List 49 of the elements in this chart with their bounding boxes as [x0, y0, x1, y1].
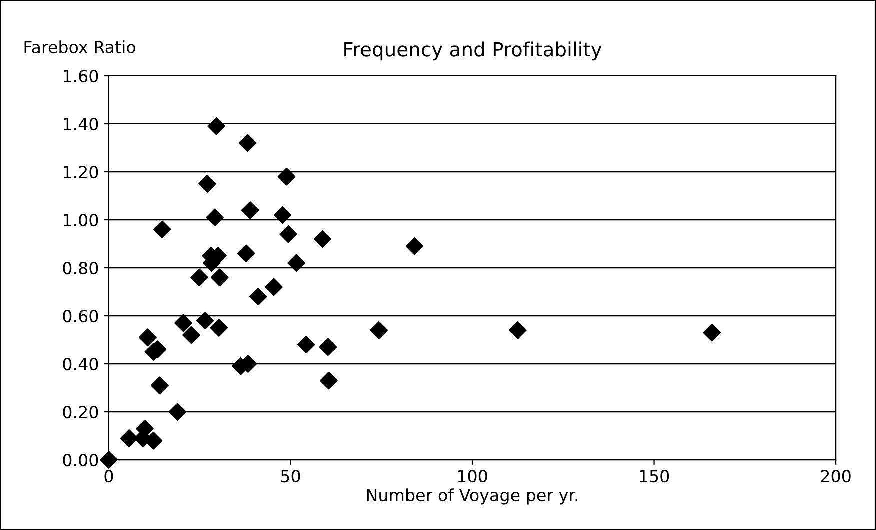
- point: [210, 319, 228, 337]
- x-tick-label: 100: [458, 470, 488, 483]
- point: [280, 226, 298, 244]
- y-tick-label: 0.60: [63, 310, 98, 323]
- chart-title: Frequency and Profitability: [344, 42, 602, 61]
- point: [703, 324, 721, 342]
- point: [237, 244, 256, 263]
- point: [154, 220, 172, 239]
- point: [320, 372, 338, 390]
- point: [168, 403, 187, 421]
- point: [319, 338, 338, 356]
- x-axis-title: Number of Voyage per yr.: [367, 488, 578, 505]
- y-tick-label: 0.80: [63, 262, 98, 275]
- point: [174, 314, 192, 332]
- point: [314, 230, 332, 248]
- x-tick-label: 150: [640, 470, 670, 483]
- point: [100, 451, 118, 469]
- point: [241, 202, 260, 220]
- point: [182, 326, 200, 344]
- point: [249, 288, 268, 306]
- y-tick-label: 1.60: [64, 70, 98, 83]
- point: [288, 254, 306, 272]
- y-tick-label: 0.00: [63, 454, 98, 467]
- point: [208, 117, 226, 136]
- y-tick-label: 0.20: [63, 406, 98, 419]
- point: [370, 322, 388, 340]
- y-tick-label: 1.20: [64, 166, 98, 179]
- y-tick-label: 1.00: [64, 214, 98, 227]
- point: [210, 268, 229, 287]
- point: [265, 278, 283, 296]
- y-axis-title: Farebox Ratio: [24, 40, 136, 54]
- y-tick-label: 1.40: [64, 118, 98, 131]
- x-tick-label: 50: [281, 470, 300, 483]
- point: [278, 168, 296, 186]
- point: [150, 376, 169, 395]
- x-tick-label: 200: [821, 470, 851, 483]
- point: [238, 134, 257, 152]
- point: [274, 206, 292, 224]
- point: [190, 268, 208, 287]
- point: [198, 175, 216, 193]
- point: [120, 430, 138, 448]
- point: [509, 322, 527, 340]
- point: [138, 328, 157, 347]
- point: [406, 238, 424, 256]
- point: [196, 312, 214, 330]
- y-tick-label: 0.40: [63, 358, 98, 371]
- point: [297, 336, 316, 354]
- x-tick-label: 0: [104, 470, 114, 483]
- point: [206, 208, 224, 227]
